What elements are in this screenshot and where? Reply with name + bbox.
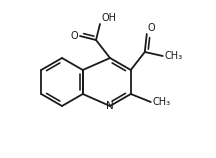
Text: CH₃: CH₃ [153, 97, 171, 107]
Text: OH: OH [101, 13, 116, 23]
Text: N: N [106, 101, 114, 111]
Text: CH₃: CH₃ [165, 51, 183, 61]
Text: O: O [148, 23, 155, 33]
Text: O: O [70, 31, 78, 41]
